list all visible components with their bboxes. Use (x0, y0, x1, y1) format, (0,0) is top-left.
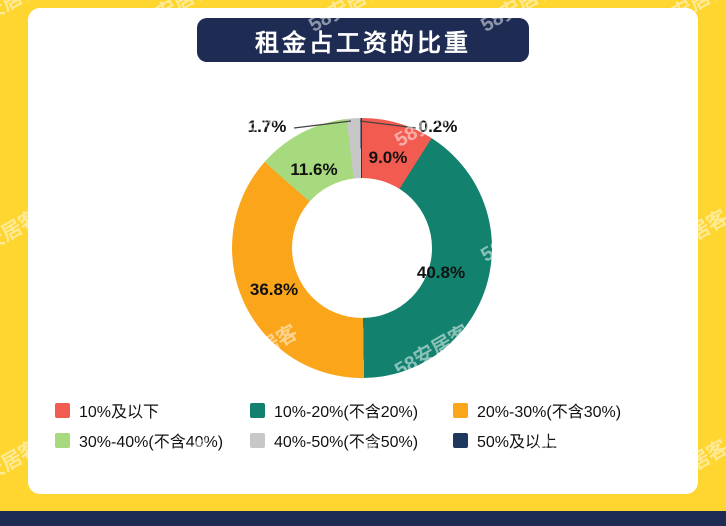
legend: 10%及以下 10%-20%(不含20%) 20%-30%(不含30%) 30%… (55, 401, 687, 465)
legend-item-0: 10%及以下 (55, 401, 160, 421)
bottom-bar (0, 511, 726, 526)
legend-swatch-lightgreen (55, 432, 70, 448)
legend-swatch-red (55, 402, 70, 418)
slice-label-red: 9.0% (368, 148, 408, 167)
leader-line-navy (359, 120, 417, 129)
slice-label-lightgreen: 11.6% (290, 160, 338, 179)
slice-label-navy: 0.2% (418, 117, 458, 136)
legend-item-5: 50%及以上 (453, 431, 558, 451)
legend-label-4: 40%-50%(不含50%) (274, 434, 419, 451)
legend-swatch-orange (453, 402, 468, 418)
slice-label-gray: 1.7% (247, 117, 287, 136)
slice-label-orange: 36.8% (249, 280, 299, 299)
legend-label-1: 10%-20%(不含20%) (274, 404, 419, 421)
legend-label-3: 30%-40%(不含40%) (79, 434, 224, 451)
legend-swatch-teal (250, 402, 265, 418)
legend-label-2: 20%-30%(不含30%) (477, 404, 622, 421)
legend-swatch-navy (453, 432, 468, 448)
slice-label-teal: 40.8% (416, 263, 466, 282)
legend-item-1: 10%-20%(不含20%) (250, 401, 419, 421)
legend-item-4: 40%-50%(不含50%) (250, 431, 419, 451)
title-banner: 租金占工资的比重 (197, 18, 529, 62)
content-card: 租金占工资的比重 9.0% 40.8% 36.8% 11.6% 1.7% 0.2… (28, 8, 698, 494)
legend-item-3: 30%-40%(不含40%) (55, 431, 224, 451)
leader-line-gray (293, 120, 352, 129)
legend-label-0: 10%及以下 (79, 404, 160, 421)
donut-hole (292, 178, 432, 318)
donut-chart: 9.0% 40.8% 36.8% 11.6% 1.7% 0.2% (232, 117, 492, 378)
leader-lines (293, 120, 417, 129)
chart-title: 租金占工资的比重 (255, 29, 471, 57)
legend-label-5: 50%及以上 (477, 434, 558, 451)
legend-swatch-gray (250, 432, 265, 448)
legend-item-2: 20%-30%(不含30%) (453, 401, 622, 421)
